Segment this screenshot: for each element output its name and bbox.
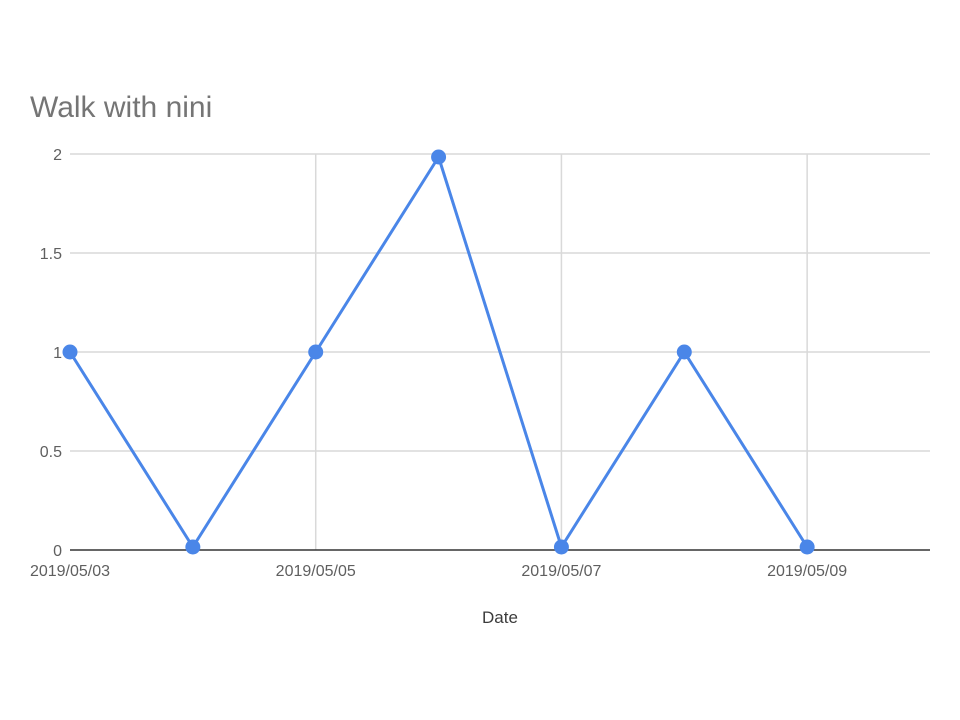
y-tick-label: 1.5 <box>40 246 62 263</box>
y-tick-label: 0.5 <box>40 444 62 461</box>
data-point <box>431 149 447 165</box>
y-tick-label: 1 <box>53 345 62 362</box>
data-point <box>308 344 324 360</box>
series-layer <box>62 149 815 555</box>
x-tick-label: 2019/05/09 <box>767 563 847 580</box>
y-tick-label: 0 <box>53 543 62 560</box>
labels: Walk with nini Date 0 0.5 1 1.5 2 2019/05/03 2… <box>30 91 847 627</box>
chart-title: Walk with nini <box>30 91 212 124</box>
x-tick-label: 2019/05/03 <box>30 563 110 580</box>
data-point <box>185 539 201 555</box>
data-point <box>553 539 569 555</box>
data-point <box>62 344 78 360</box>
data-point <box>676 344 692 360</box>
data-point <box>799 539 815 555</box>
x-axis-title: Date <box>482 608 518 627</box>
y-tick-label: 2 <box>53 147 62 164</box>
x-tick-label: 2019/05/05 <box>276 563 356 580</box>
x-tick-label: 2019/05/07 <box>521 563 601 580</box>
